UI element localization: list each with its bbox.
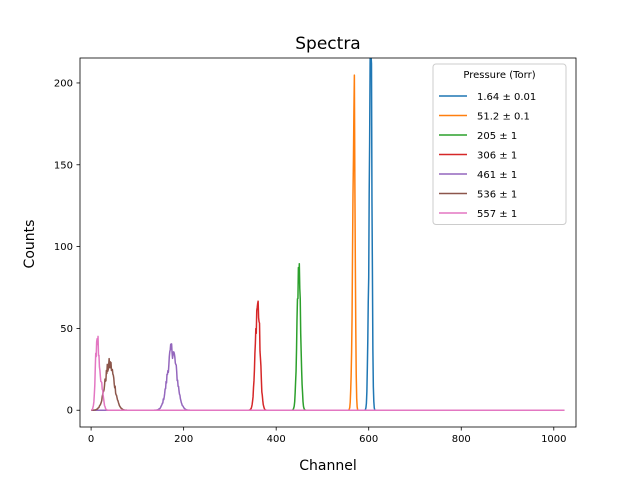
series-line-3 <box>90 262 565 411</box>
legend-entry: 536 ± 1 <box>477 190 517 201</box>
x-axis-label: Channel <box>299 458 356 474</box>
series-line-7 <box>90 335 565 411</box>
x-tick-label: 1000 <box>541 434 566 445</box>
plot-frame <box>79 57 577 428</box>
legend-entry: 1.64 ± 0.01 <box>477 92 536 103</box>
legend: Pressure (Torr) 1.64 ± 0.01 51.2 ± 0.1 205 … <box>432 63 567 225</box>
series-line-6 <box>90 357 565 411</box>
x-tick-label: 400 <box>267 434 286 445</box>
series-line-5 <box>90 343 565 411</box>
legend-entry: 205 ± 1 <box>477 131 517 142</box>
legend-entry: 51.2 ± 0.1 <box>477 112 530 123</box>
y-tick-label: 0 <box>67 406 73 417</box>
chart-title: Spectra <box>295 34 360 54</box>
axes: 0 200 400 600 800 1000 0 50 100 150 200 <box>54 57 577 445</box>
y-tick-label: 100 <box>54 242 73 253</box>
legend-box <box>432 63 567 225</box>
y-tick-label: 200 <box>54 78 73 89</box>
y-axis-label: Counts <box>22 220 38 269</box>
x-tick-label: 0 <box>88 434 94 445</box>
x-tick-label: 800 <box>452 434 471 445</box>
y-tick-label: 150 <box>54 160 73 171</box>
legend-entry: 306 ± 1 <box>477 151 517 162</box>
plot-area <box>90 58 565 411</box>
y-tick-label: 50 <box>60 324 73 335</box>
series-lines <box>90 58 565 411</box>
legend-entry: 461 ± 1 <box>477 170 517 181</box>
legend-entry: 557 ± 1 <box>477 209 517 220</box>
legend-title: Pressure (Torr) <box>463 70 535 81</box>
x-tick-label: 600 <box>359 434 378 445</box>
x-tick-label: 200 <box>174 434 193 445</box>
series-line-4 <box>90 300 565 411</box>
